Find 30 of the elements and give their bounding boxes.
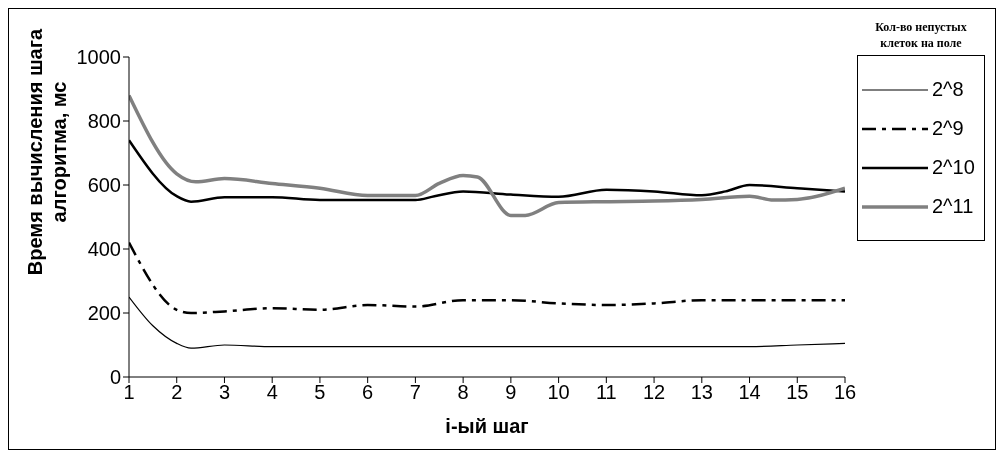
legend-label: 2^11 [932,195,974,218]
legend-title: Кол-во непустых клеток на поле [874,19,968,51]
y-tick-label: 600 [87,174,121,197]
y-axis-title: Время вычисления шага алгоритма, мс [23,27,71,278]
y-tick-label: 1000 [76,46,121,69]
x-tick-label: 10 [547,381,570,404]
x-tick-label: 13 [690,381,713,404]
x-tick-label: 5 [314,381,326,404]
y-tick-label: 400 [87,238,121,261]
x-tick-label: 3 [218,381,231,404]
x-tick-label: 12 [642,381,666,404]
x-tick-label: 14 [738,381,761,404]
x-axis-title: i-ый шаг [445,415,529,437]
y-tick-label: 200 [87,302,121,325]
legend-label: 2^10 [932,156,975,179]
x-tick-label: 9 [505,381,517,404]
legend-label: 2^8 [932,78,964,101]
line-series [129,93,845,218]
x-tick-label: 7 [409,381,421,404]
x-tick-label: 8 [457,381,469,404]
x-tick-label: 2 [171,381,183,404]
x-tick-label: 4 [266,381,278,404]
legend-label: 2^9 [932,117,964,140]
x-tick-label: 15 [786,381,809,404]
x-tick-label: 16 [833,381,857,404]
y-tick-label: 0 [109,366,121,389]
x-tick-label: 11 [595,381,617,404]
x-tick-label: 1 [123,381,135,404]
y-tick-label: 800 [87,110,121,133]
x-tick-label: 6 [362,381,374,404]
